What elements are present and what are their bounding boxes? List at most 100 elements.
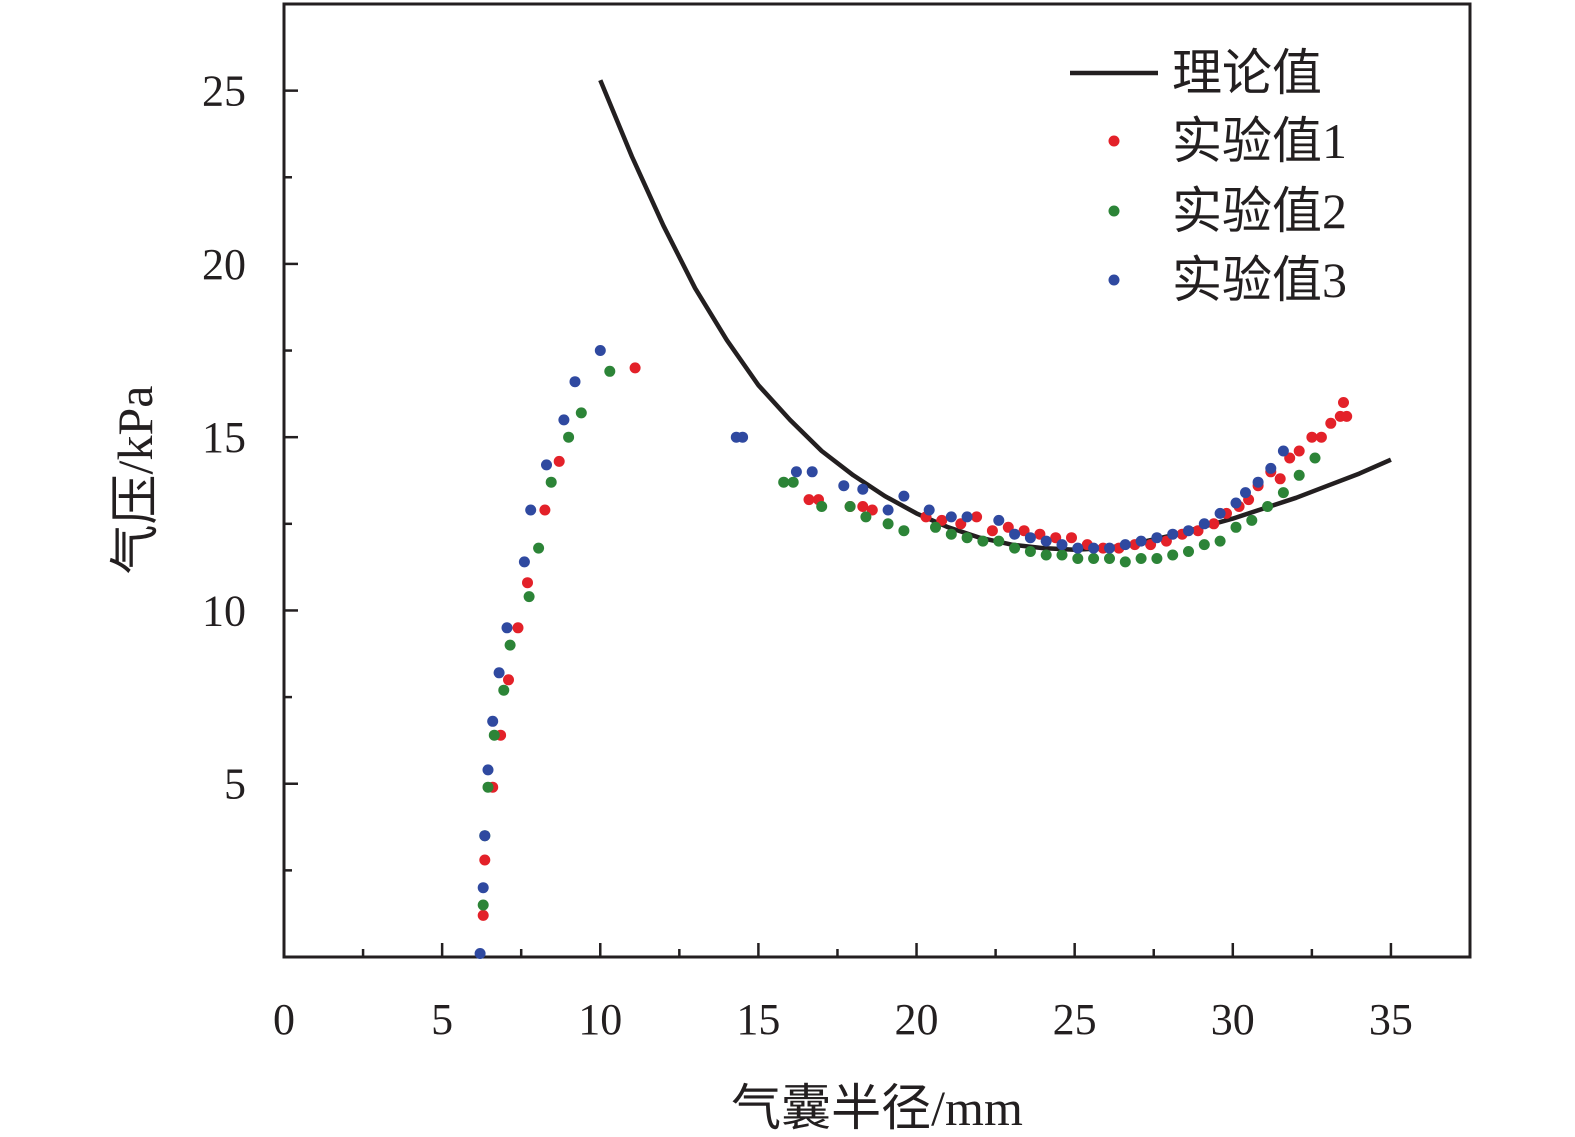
legend-label: 理论值 [1172, 45, 1322, 101]
plot-frame [282, 2, 1472, 959]
data-point-s3 [1277, 445, 1289, 457]
y-tick-label: 20 [202, 240, 246, 289]
data-point-s2 [1135, 553, 1147, 564]
data-point-s3 [1265, 462, 1277, 474]
x-axis-title: 气囊半径/mm [731, 1080, 1023, 1136]
legend-label: 实验值2 [1172, 183, 1347, 239]
tick-labels: 0 5 10 15 20 25 30 35 5 10 15 20 25 [202, 67, 1413, 1044]
data-point-s3 [569, 376, 581, 388]
data-point-s1 [1325, 417, 1337, 429]
data-point-s2 [1056, 549, 1068, 561]
data-point-s3 [806, 466, 818, 478]
data-point-s2 [1072, 553, 1084, 564]
data-point-s2 [563, 431, 575, 443]
data-point-s3 [1056, 539, 1068, 551]
data-point-s3 [477, 882, 489, 894]
x-tick-label: 5 [431, 995, 453, 1044]
data-point-s1 [512, 622, 524, 634]
data-point-s3 [961, 511, 973, 523]
data-point-s2 [504, 639, 516, 651]
data-point-s2 [488, 729, 500, 741]
data-point-s3 [790, 466, 802, 478]
data-point-s2 [816, 501, 828, 512]
data-point-s2 [778, 476, 790, 488]
data-point-s3 [493, 667, 505, 679]
data-point-s2 [533, 542, 545, 554]
data-point-s1 [803, 494, 815, 506]
data-point-s2 [1024, 546, 1036, 557]
data-point-s2 [1277, 487, 1289, 499]
data-point-s3 [525, 504, 537, 516]
data-point-s3 [857, 483, 869, 495]
data-point-s1 [1315, 431, 1327, 443]
data-point-s2 [482, 781, 494, 793]
x-tick-label: 15 [736, 995, 780, 1044]
legend-label: 实验值1 [1172, 113, 1347, 169]
x-tick-label: 0 [273, 995, 295, 1044]
data-point-s2 [787, 476, 799, 488]
data-point-s2 [1040, 549, 1052, 561]
data-point-s2 [1167, 549, 1179, 561]
data-point-s2 [1309, 452, 1321, 464]
data-point-s3 [1135, 535, 1147, 547]
x-tick-label: 10 [578, 995, 622, 1044]
data-point-s2 [523, 591, 535, 603]
data-point-s2 [961, 532, 973, 544]
data-point-s3 [1183, 525, 1194, 537]
data-point-s3 [993, 514, 1005, 526]
data-point-s1 [1018, 525, 1030, 537]
data-point-s3 [1167, 528, 1179, 540]
data-point-s3 [1088, 542, 1100, 554]
data-point-s3 [737, 431, 749, 443]
data-point-s3 [1072, 542, 1084, 554]
data-point-s2 [1119, 556, 1131, 568]
data-point-s3 [487, 715, 499, 727]
data-point-s3 [838, 480, 850, 492]
data-point-s1 [479, 854, 491, 866]
data-point-s2 [477, 899, 489, 911]
x-tick-label: 30 [1211, 995, 1255, 1044]
data-point-s2 [1088, 553, 1100, 564]
data-point-s3 [518, 556, 530, 568]
data-point-s1 [1306, 431, 1318, 443]
y-tick-label: 15 [202, 413, 246, 462]
series-layer [474, 79, 1392, 959]
data-point-s1 [986, 525, 998, 537]
data-point-s3 [501, 622, 513, 634]
data-point-s2 [1293, 469, 1305, 481]
data-point-s3 [945, 511, 957, 523]
legend-label: 实验值3 [1172, 252, 1347, 308]
data-point-s3 [558, 414, 570, 426]
data-point-s2 [1183, 546, 1194, 557]
y-tick-label: 10 [202, 586, 246, 635]
data-point-s3 [1252, 476, 1264, 488]
x-tick-label: 20 [895, 995, 939, 1044]
data-point-s3 [1104, 542, 1115, 554]
data-point-s1 [553, 455, 565, 467]
legend-dot-marker [1108, 205, 1120, 217]
legend-dot-marker [1108, 135, 1120, 147]
data-point-s3 [1214, 507, 1226, 519]
data-point-s2 [1151, 553, 1163, 564]
data-point-s2 [1262, 501, 1274, 512]
data-point-s3 [1119, 539, 1131, 551]
y-tick-label: 25 [202, 67, 246, 116]
data-point-s2 [860, 511, 872, 523]
data-point-s1 [503, 674, 514, 686]
data-point-s2 [930, 521, 941, 533]
data-point-s2 [1104, 553, 1115, 564]
plot-area [282, 2, 1472, 959]
data-point-s1 [477, 909, 489, 921]
legend-dot-marker [1108, 274, 1120, 286]
data-point-s2 [993, 535, 1005, 547]
data-point-s1 [1066, 532, 1077, 544]
data-point-s1 [1284, 452, 1296, 464]
data-point-s3 [474, 948, 486, 959]
data-point-s3 [482, 764, 494, 776]
data-point-s3 [1240, 487, 1251, 499]
data-point-s2 [882, 518, 894, 530]
data-point-s1 [1338, 397, 1349, 408]
data-point-s2 [1230, 521, 1242, 533]
